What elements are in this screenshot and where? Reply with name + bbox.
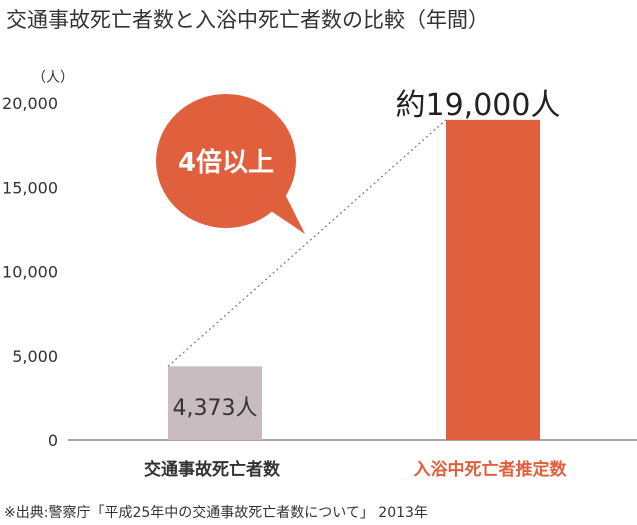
y-axis-unit-label: （人） bbox=[32, 70, 74, 86]
callout-bubble-body bbox=[156, 94, 296, 228]
x-tick-label: 交通事故死亡者数 bbox=[144, 459, 281, 480]
bars: 4,373人 約19,000人 bbox=[168, 88, 560, 440]
data-label: 約19,000人 bbox=[396, 88, 561, 123]
category-labels: 交通事故死亡者数 入浴中死亡者推定数 bbox=[144, 459, 567, 480]
connector-dotted-line bbox=[167, 119, 447, 367]
bar bbox=[446, 119, 540, 440]
y-tick-label: 15,000 bbox=[2, 178, 58, 197]
y-axis-ticks: 0 5,000 10,000 15,000 20,000 bbox=[2, 94, 58, 450]
callout-text: 4倍以上 bbox=[178, 147, 274, 178]
y-tick-label: 0 bbox=[48, 431, 58, 450]
y-tick-label: 10,000 bbox=[2, 263, 58, 282]
y-tick-label: 20,000 bbox=[2, 94, 58, 113]
x-tick-label: 入浴中死亡者推定数 bbox=[414, 459, 568, 480]
callout-bubble: 4倍以上 bbox=[156, 94, 305, 234]
chart-title: 交通事故死亡者数と入浴中死亡者数の比較（年間） bbox=[6, 8, 489, 32]
source-note: ※出典:警察庁「平成25年中の交通事故死亡者数について」 2013年 bbox=[4, 504, 428, 521]
y-tick-label: 5,000 bbox=[12, 347, 58, 366]
data-label: 4,373人 bbox=[173, 396, 258, 421]
bar bbox=[168, 366, 262, 440]
